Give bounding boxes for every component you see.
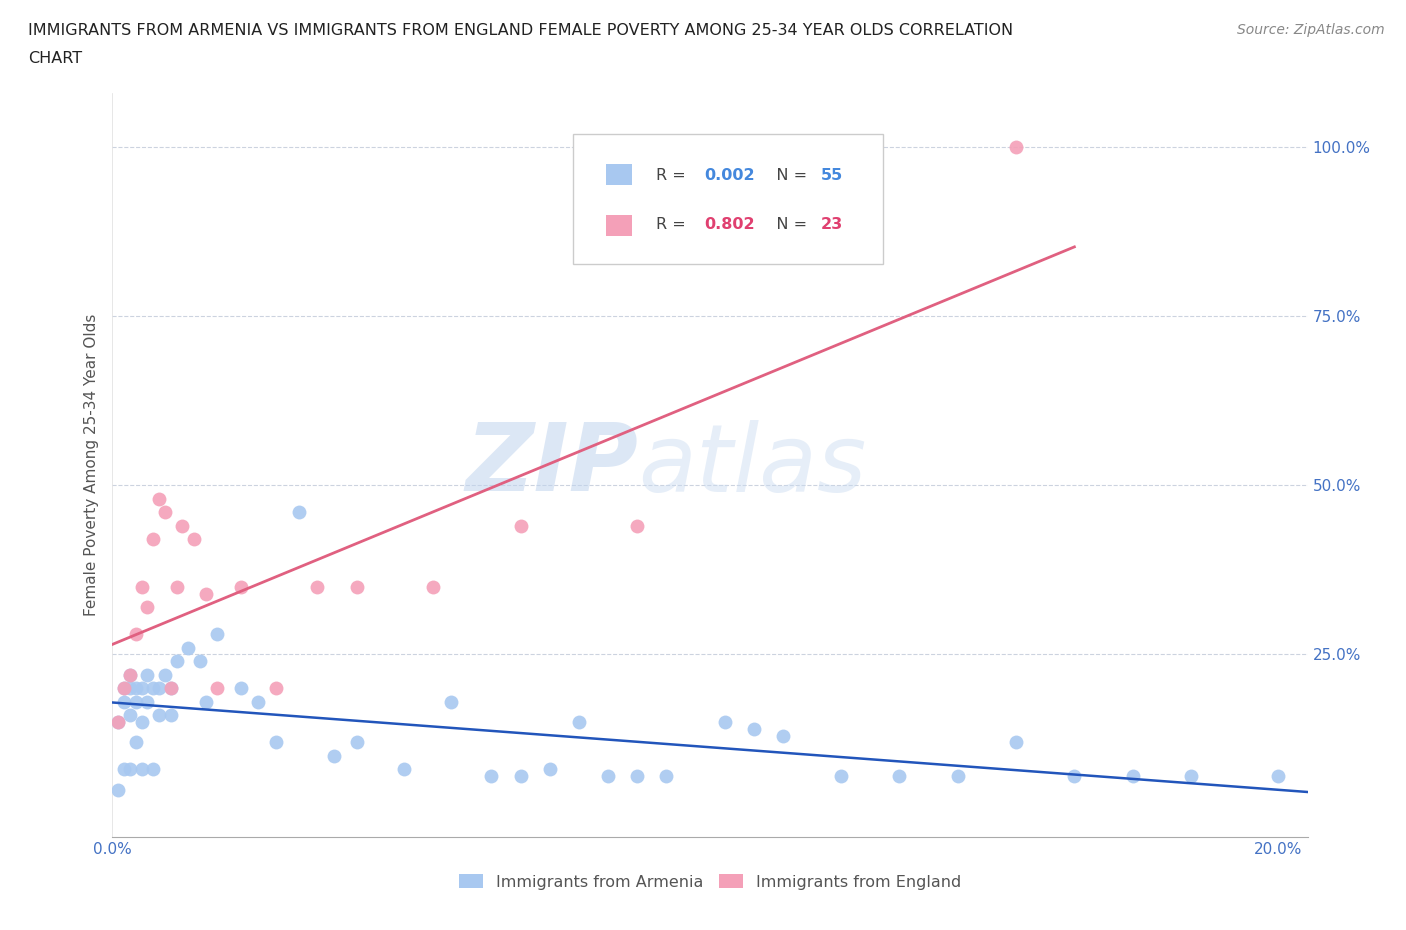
Point [596,769,619,784]
Point [112,695,135,710]
Point [264,735,287,750]
Point [713,714,735,729]
Point [125,735,148,750]
Point [655,769,678,784]
Point [392,762,415,777]
Point [107,714,129,729]
Point [509,769,531,784]
Point [125,627,148,642]
Legend: Immigrants from Armenia, Immigrants from England: Immigrants from Armenia, Immigrants from… [453,868,967,896]
Text: ZIP: ZIP [465,419,638,511]
Point [177,640,200,655]
Point [626,518,648,533]
Point [118,681,141,696]
Point [1122,769,1144,784]
Point [136,695,159,710]
Point [142,762,165,777]
Y-axis label: Female Poverty Among 25-34 Year Olds: Female Poverty Among 25-34 Year Olds [83,313,98,617]
Point [148,681,170,696]
Point [207,627,229,642]
Point [118,667,141,682]
Point [125,681,148,696]
Point [194,586,217,601]
Point [1005,140,1028,154]
Point [772,728,794,743]
Point [136,667,159,682]
Point [172,518,194,533]
Point [247,695,270,710]
Point [148,491,170,506]
Text: CHART: CHART [28,51,82,66]
Point [1005,735,1028,750]
Text: 0.002: 0.002 [704,168,755,183]
Text: 23: 23 [821,217,844,232]
Text: IMMIGRANTS FROM ARMENIA VS IMMIGRANTS FROM ENGLAND FEMALE POVERTY AMONG 25-34 YE: IMMIGRANTS FROM ARMENIA VS IMMIGRANTS FR… [28,23,1014,38]
Point [136,600,159,615]
Point [131,714,153,729]
Point [183,532,205,547]
Point [830,769,852,784]
Text: Source: ZipAtlas.com: Source: ZipAtlas.com [1237,23,1385,37]
Point [229,579,252,594]
Point [229,681,252,696]
Point [194,695,217,710]
Text: R =: R = [657,168,692,183]
Text: N =: N = [762,217,813,232]
Point [112,681,135,696]
Point [626,769,648,784]
Point [107,714,129,729]
FancyBboxPatch shape [606,164,633,185]
Point [142,532,165,547]
Text: R =: R = [657,217,692,232]
Point [509,518,531,533]
Point [153,505,176,520]
Point [1267,769,1289,784]
Point [107,782,129,797]
Point [288,505,311,520]
Point [207,681,229,696]
Point [346,735,368,750]
Point [166,579,188,594]
Point [118,708,141,723]
Point [481,769,503,784]
Point [742,722,765,737]
FancyBboxPatch shape [572,134,883,264]
Point [166,654,188,669]
Text: 0.802: 0.802 [704,217,755,232]
Point [159,681,181,696]
Point [112,681,135,696]
Text: N =: N = [762,168,813,183]
Point [422,579,444,594]
Point [264,681,287,696]
Point [889,769,911,784]
Point [538,762,561,777]
Point [153,667,176,682]
FancyBboxPatch shape [606,215,633,236]
Point [439,695,461,710]
Point [148,708,170,723]
Point [159,708,181,723]
Point [188,654,211,669]
Point [568,714,591,729]
Point [131,579,153,594]
Point [118,667,141,682]
Point [1180,769,1202,784]
Text: atlas: atlas [638,419,866,511]
Text: 55: 55 [821,168,844,183]
Point [305,579,328,594]
Point [118,762,141,777]
Point [323,749,346,764]
Point [159,681,181,696]
Point [112,762,135,777]
Point [131,762,153,777]
Point [346,579,368,594]
Point [125,695,148,710]
Point [131,681,153,696]
Point [142,681,165,696]
Point [946,769,969,784]
Point [1063,769,1085,784]
